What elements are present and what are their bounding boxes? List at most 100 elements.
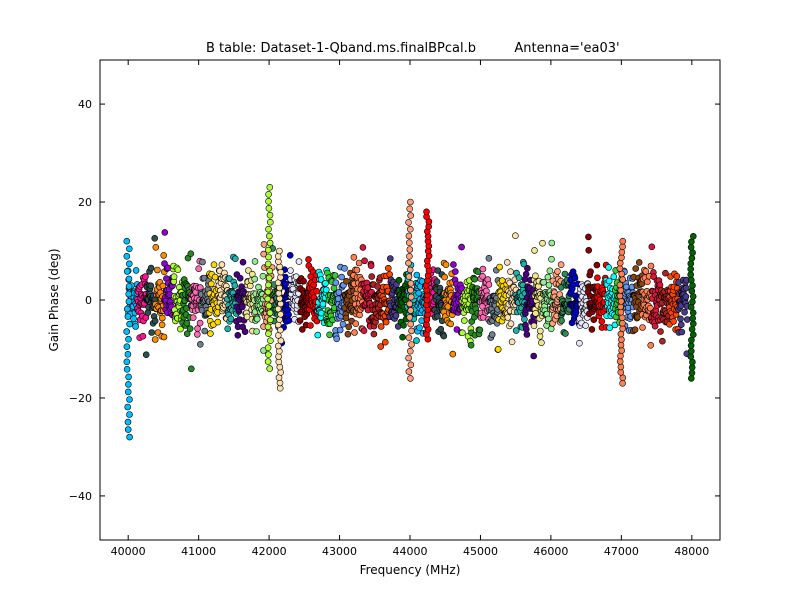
data-point xyxy=(571,274,579,282)
data-point xyxy=(395,276,403,284)
data-point xyxy=(187,250,195,257)
data-point xyxy=(507,320,515,328)
data-point xyxy=(170,273,178,281)
spike-point xyxy=(616,281,624,289)
spike-point xyxy=(265,281,272,289)
spike-point xyxy=(124,403,131,411)
spike-point xyxy=(689,309,697,317)
spike-point xyxy=(688,254,696,262)
data-point xyxy=(367,262,375,270)
spike-point xyxy=(123,252,131,260)
spike-point xyxy=(687,347,695,355)
data-point xyxy=(234,331,242,339)
spike-point xyxy=(265,351,272,358)
data-point xyxy=(540,278,547,286)
spike-point xyxy=(266,218,274,226)
spike-point xyxy=(619,325,627,332)
data-point xyxy=(639,324,646,331)
data-point xyxy=(557,261,565,269)
data-point xyxy=(174,266,182,274)
data-point xyxy=(381,338,389,346)
data-point xyxy=(132,267,140,274)
spike-point xyxy=(277,337,285,345)
data-point xyxy=(682,293,690,300)
spike-point xyxy=(274,342,282,350)
spike-point xyxy=(688,369,696,377)
data-point xyxy=(545,315,552,323)
data-point xyxy=(662,269,669,277)
spike-point xyxy=(689,331,697,339)
data-point xyxy=(437,325,445,333)
spike-point xyxy=(125,381,132,388)
data-point xyxy=(355,259,363,267)
x-tick-label: 40000 xyxy=(111,545,146,558)
spike-point xyxy=(617,352,624,360)
chart-title-annotation: Antenna='ea03' xyxy=(514,41,619,56)
data-point xyxy=(558,317,565,324)
spike-point xyxy=(405,232,413,240)
spike-point xyxy=(265,198,272,205)
data-point xyxy=(295,258,303,265)
data-point xyxy=(361,257,368,265)
data-point xyxy=(356,311,363,319)
spike-point xyxy=(618,314,626,322)
spike-point xyxy=(689,249,696,256)
spike-point xyxy=(405,354,412,362)
data-point xyxy=(218,261,226,268)
spike-point xyxy=(687,260,695,267)
data-point xyxy=(331,272,339,279)
data-point xyxy=(485,281,493,288)
spike-point xyxy=(123,343,131,351)
data-point xyxy=(523,331,531,338)
data-point xyxy=(656,281,664,289)
data-point xyxy=(130,315,137,323)
y-tick-label: −40 xyxy=(69,490,92,503)
data-point xyxy=(298,326,306,333)
data-point xyxy=(548,255,555,263)
spike-point xyxy=(123,358,131,366)
data-point xyxy=(296,317,304,324)
data-point xyxy=(444,303,452,310)
data-point xyxy=(318,309,325,317)
spike-point xyxy=(124,305,131,313)
data-point xyxy=(350,253,358,261)
data-point xyxy=(683,316,691,323)
data-point xyxy=(476,326,484,334)
spike-point xyxy=(689,293,697,300)
spike-point xyxy=(264,288,272,296)
spike-point xyxy=(126,260,133,268)
spike-point xyxy=(405,219,412,226)
data-point xyxy=(524,264,531,272)
spike-point xyxy=(264,344,272,352)
data-point xyxy=(353,266,361,274)
data-point xyxy=(610,273,618,281)
spike-point xyxy=(265,191,272,198)
data-point xyxy=(152,244,160,251)
spike-point xyxy=(618,270,626,278)
data-point xyxy=(386,255,394,262)
data-point xyxy=(199,258,206,266)
data-point xyxy=(651,322,659,330)
data-point xyxy=(158,321,166,329)
spike-point xyxy=(125,290,132,298)
data-point xyxy=(322,279,329,287)
data-point xyxy=(260,250,268,258)
spike-point xyxy=(687,271,695,278)
spike-point xyxy=(407,212,415,219)
data-point xyxy=(512,232,519,239)
data-point xyxy=(582,322,589,329)
data-point xyxy=(598,318,606,325)
data-point xyxy=(657,328,664,335)
data-point xyxy=(561,270,569,278)
data-point xyxy=(154,266,161,274)
data-point xyxy=(413,337,420,344)
data-point xyxy=(458,243,465,251)
data-point xyxy=(485,254,493,262)
data-point xyxy=(232,255,239,263)
spike-point xyxy=(407,307,415,314)
spike-point xyxy=(123,365,131,373)
data-point xyxy=(572,309,580,316)
x-tick-label: 44000 xyxy=(393,545,428,558)
data-point xyxy=(319,300,327,308)
data-point xyxy=(530,322,538,330)
